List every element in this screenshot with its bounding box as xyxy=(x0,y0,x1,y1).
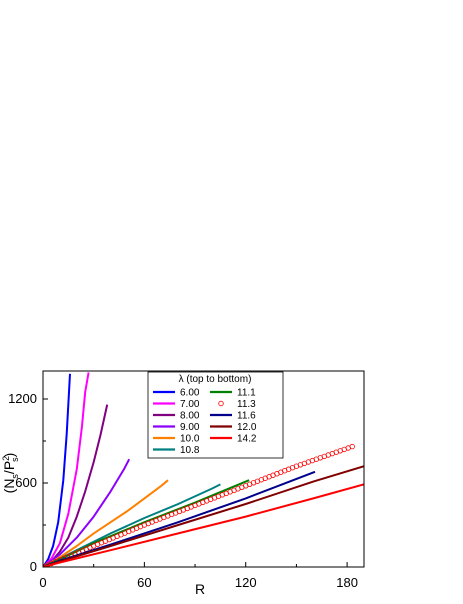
legend-item-12-0-label: 12.0 xyxy=(237,422,257,433)
legend-item-11-1: 11.1 xyxy=(210,388,256,399)
series-7-00-line xyxy=(43,372,90,567)
legend-item-11-3-label: 11.3 xyxy=(237,399,256,410)
legend-item-10-8: 10.8 xyxy=(153,445,200,456)
legend-item-12-0: 12.0 xyxy=(210,422,257,433)
series-10-0-line xyxy=(43,479,169,567)
x-axis-label: R xyxy=(195,581,205,597)
legend-item-11-6-label: 11.6 xyxy=(237,411,256,422)
series-11-1-line xyxy=(43,479,250,567)
series-11-6-line xyxy=(43,470,316,567)
x-tick-label: 60 xyxy=(137,575,151,590)
legend-item-10-0: 10.0 xyxy=(153,434,200,445)
legend-item-9-00-label: 9.00 xyxy=(180,422,200,433)
y-tick-label: 600 xyxy=(15,475,37,490)
legend-item-6-00-label: 6.00 xyxy=(180,388,200,399)
series-14-2-line xyxy=(43,483,364,567)
legend-item-11-3: 11.3 xyxy=(218,399,256,410)
series-group xyxy=(43,372,364,567)
x-tick-label: 180 xyxy=(336,575,358,590)
y-tick-label: 0 xyxy=(30,559,37,574)
legend-item-7-00: 7.00 xyxy=(153,399,200,410)
legend-title: λ (top to bottom) xyxy=(179,374,252,385)
series-6-00-line xyxy=(43,373,71,567)
legend-item-8-00-label: 8.00 xyxy=(180,411,200,422)
legend-item-11-6: 11.6 xyxy=(210,411,256,422)
y-axis-label-part: ) xyxy=(1,453,17,458)
legend-item-9-00: 9.00 xyxy=(153,422,200,433)
y-axis-label-part: /P xyxy=(1,461,17,474)
series-11-3-marker xyxy=(349,443,355,450)
legend-item-7-00-label: 7.00 xyxy=(180,399,200,410)
legend-item-11-1-label: 11.1 xyxy=(237,388,256,399)
y-axis-label-part: 2 xyxy=(1,456,11,461)
legend: λ (top to bottom) 6.007.008.009.0010.010.… xyxy=(147,371,284,459)
y-axis-label-part: (N xyxy=(1,479,17,494)
legend-item-14-2-label: 14.2 xyxy=(237,434,257,445)
series-9-00-line xyxy=(43,458,131,567)
legend-item-8-00: 8.00 xyxy=(153,411,200,422)
x-tick-label: 0 xyxy=(39,575,46,590)
series-12-0-line xyxy=(43,465,364,567)
legend-item-10-0-label: 10.0 xyxy=(180,434,200,445)
legend-item-10-8-label: 10.8 xyxy=(180,445,200,456)
y-tick-label: 1200 xyxy=(8,391,37,406)
plot-frame xyxy=(42,370,365,568)
y-axis-label: (Ns/P2s) xyxy=(1,453,20,494)
legend-item-14-2: 14.2 xyxy=(210,434,257,445)
y-axis-label-part: s xyxy=(10,474,20,479)
legend-item-6-00: 6.00 xyxy=(153,388,200,399)
legend-item-11-3-marker xyxy=(218,400,224,407)
x-tick-label: 120 xyxy=(235,575,257,590)
y-axis-label-part: s xyxy=(10,457,20,462)
series-11-3 xyxy=(43,443,355,567)
